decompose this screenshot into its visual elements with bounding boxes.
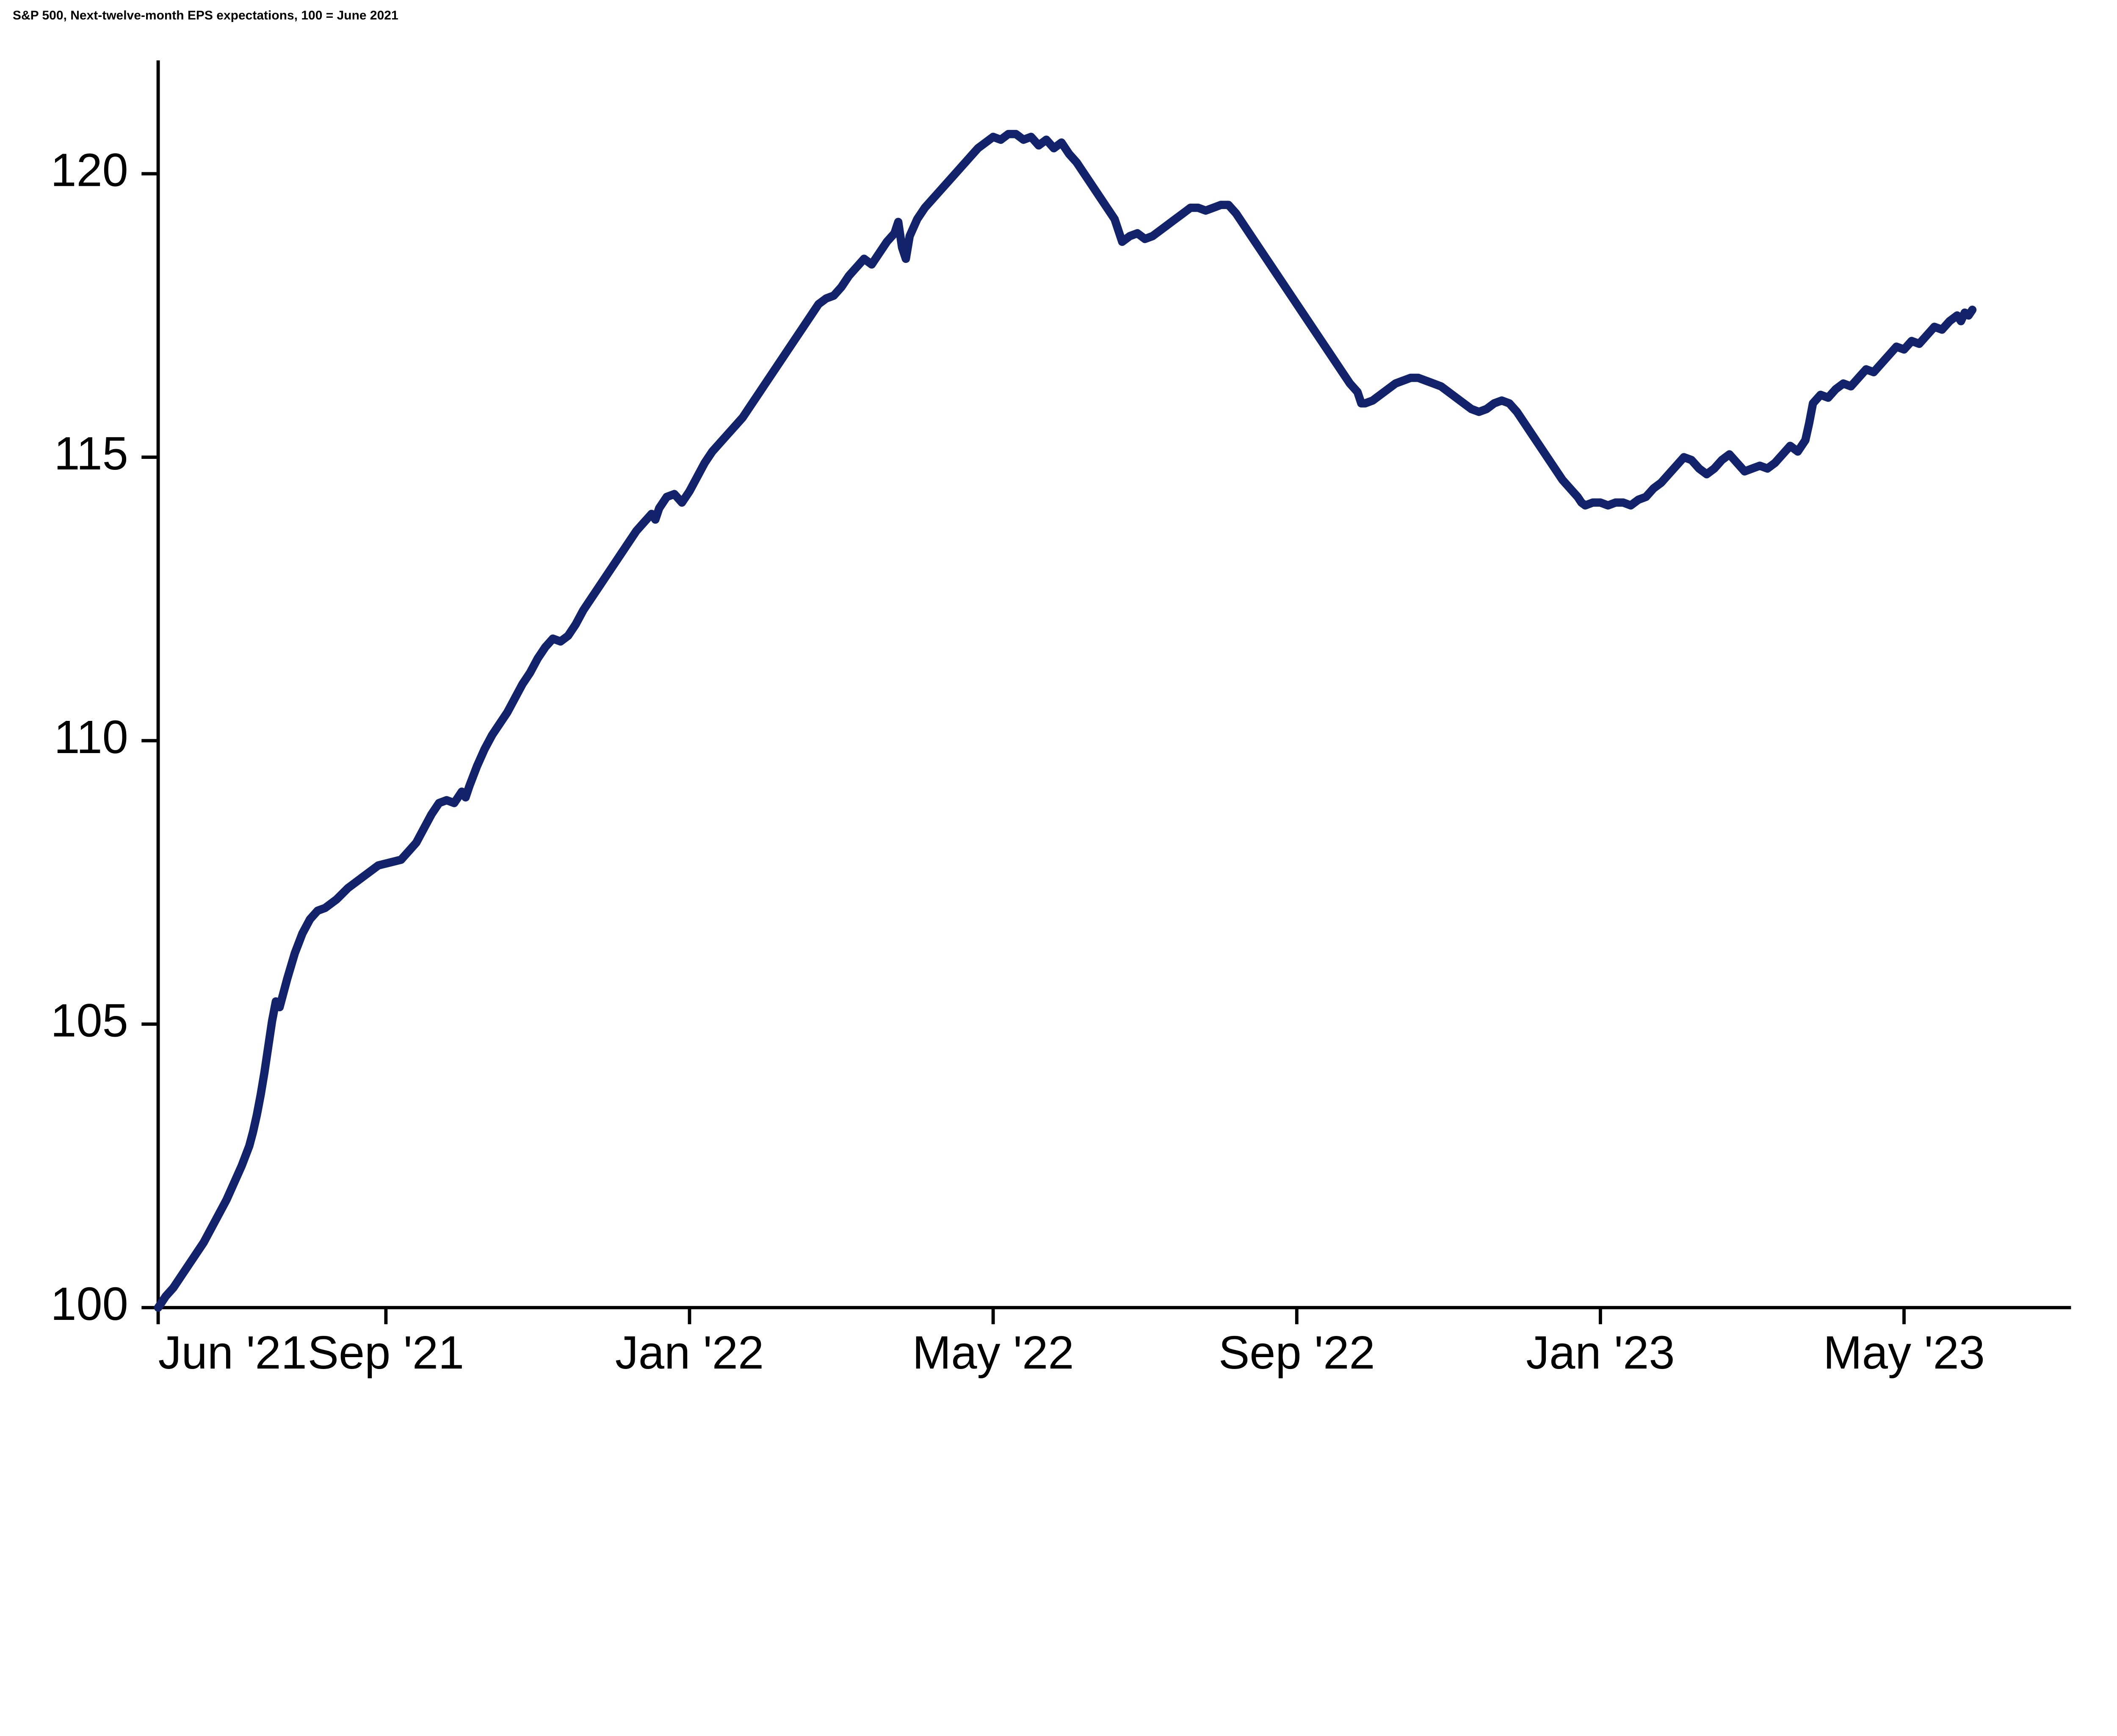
y-tick-label: 120	[50, 144, 128, 196]
x-tick-label: Sep '21	[308, 1327, 464, 1379]
chart-title: S&P 500, Next-twelve-month EPS expectati…	[13, 8, 2104, 23]
series-line	[158, 134, 1973, 1308]
x-tick-label: Jan '23	[1526, 1327, 1675, 1379]
chart-svg: 100 105 110 115 120 Jun '21Sep '21 Jan '22 May …	[8, 27, 2104, 1424]
x-tick-label: Jan '22	[615, 1327, 764, 1379]
x-tick-label: May '22	[912, 1327, 1074, 1379]
x-tick-label: Sep '22	[1219, 1327, 1375, 1379]
x-tick-label: Jun '21	[158, 1327, 307, 1379]
chart-container: S&P 500, Next-twelve-month EPS expectati…	[0, 0, 2117, 1437]
y-tick-label: 115	[54, 428, 128, 480]
y-tick-label: 105	[50, 994, 128, 1046]
y-tick-label: 110	[54, 711, 128, 763]
plot-area: 100 105 110 115 120 Jun '21Sep '21 Jan '22 May …	[8, 27, 2104, 1424]
y-tick-label: 100	[50, 1278, 128, 1330]
x-tick-label: May '23	[1823, 1327, 1985, 1379]
